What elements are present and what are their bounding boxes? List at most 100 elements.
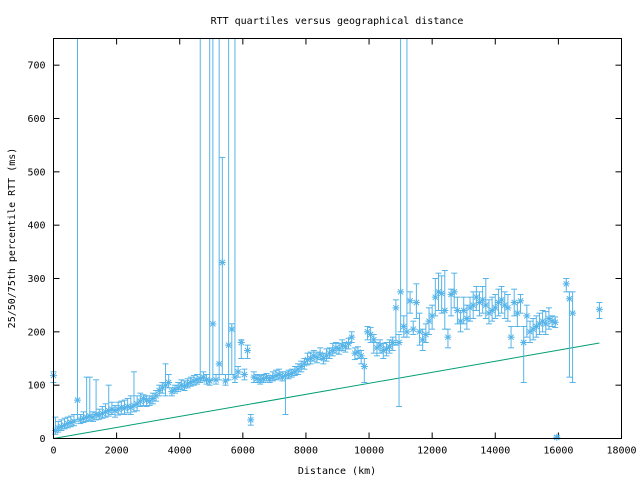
data-point (206, 377, 214, 385)
data-point (165, 379, 173, 386)
data-point (105, 407, 113, 415)
data-point (392, 304, 400, 312)
data-point (412, 299, 420, 306)
data-point (136, 397, 144, 405)
data-point (565, 295, 573, 303)
data-point (319, 355, 327, 362)
data-point (551, 318, 559, 326)
data-point (341, 343, 349, 351)
data-point (367, 331, 375, 338)
data-point (523, 312, 531, 320)
data-point (370, 336, 378, 344)
x-tick-label: 2000 (105, 446, 129, 457)
data-point (300, 360, 308, 368)
tick-labels: 0 2000 4000 6000 8000 10000 12000 14000 16000 180… (27, 61, 636, 457)
data-point (326, 349, 334, 357)
y-tick-label: 300 (27, 274, 45, 285)
data-point (297, 363, 305, 370)
data-point (532, 323, 540, 330)
data-point (313, 353, 321, 361)
reference-line (53, 342, 600, 439)
y-axis-label: 25/50/75th percentile RTT (ms) (7, 148, 18, 329)
data-point (386, 343, 394, 351)
data-point (447, 291, 455, 298)
data-point (196, 375, 204, 383)
data-point (529, 325, 537, 333)
data-point (121, 404, 128, 412)
data-point (237, 339, 245, 346)
data-point (373, 344, 381, 352)
data-point (441, 307, 449, 314)
plot-frame (53, 38, 622, 439)
data-point (174, 384, 182, 392)
y-tick-label: 500 (27, 167, 45, 178)
y-tick-label: 700 (27, 61, 45, 72)
data-point (382, 345, 390, 353)
data-point (322, 352, 330, 360)
data-point (595, 305, 603, 313)
data-point (363, 328, 371, 336)
data-point (111, 407, 119, 415)
data-point (281, 372, 289, 380)
data-point (294, 365, 302, 373)
data-point (351, 349, 359, 357)
data-point (247, 416, 255, 424)
data-point (193, 376, 201, 384)
data-point (304, 356, 312, 364)
data-point (513, 309, 521, 317)
y-tick-label: 100 (27, 381, 45, 392)
data-point (329, 347, 337, 354)
data-point (139, 395, 147, 402)
data-point (488, 307, 496, 314)
data-point (335, 345, 343, 353)
data-point (92, 411, 100, 418)
x-tick-label: 8000 (294, 446, 318, 457)
y-tick-label: 200 (27, 327, 45, 338)
data-point (190, 377, 198, 385)
data-point (397, 288, 405, 296)
data-point (316, 350, 324, 358)
data-point (453, 307, 461, 314)
data-point (542, 320, 550, 328)
data-point (501, 301, 509, 309)
data-point (143, 396, 151, 404)
data-point (240, 371, 248, 378)
y-tick-label: 400 (27, 221, 45, 232)
data-point (338, 341, 346, 349)
data-point (307, 355, 315, 362)
data-point (476, 299, 483, 306)
data-point (61, 421, 69, 429)
data-point (253, 375, 261, 383)
data-point (379, 347, 387, 354)
data-point (444, 333, 452, 341)
data-point (438, 289, 446, 297)
data-point (184, 380, 192, 388)
data-point (83, 413, 91, 421)
x-tick-label: 14000 (480, 446, 510, 457)
chart-title: RTT quartiles versus geographical distan… (211, 16, 464, 27)
x-tick-label: 0 (50, 446, 56, 457)
data-point (187, 379, 195, 386)
data-point (520, 339, 528, 346)
data-point (152, 392, 160, 400)
data-point (288, 369, 296, 377)
data-point (225, 341, 233, 349)
data-point (479, 296, 487, 304)
data-point (389, 339, 397, 346)
data-point (348, 333, 356, 341)
data-point (269, 373, 277, 381)
data-point (291, 368, 299, 376)
data-point (221, 377, 229, 385)
data-point (209, 320, 217, 328)
data-point (535, 320, 543, 328)
data-point (228, 325, 236, 333)
data-point (127, 404, 135, 412)
data-point (130, 401, 138, 409)
data-point (403, 328, 411, 336)
data-point (67, 419, 75, 426)
data-point (376, 341, 384, 349)
data-point (168, 388, 176, 396)
data-point (244, 347, 252, 354)
data-point (494, 299, 502, 306)
data-point (234, 368, 242, 376)
